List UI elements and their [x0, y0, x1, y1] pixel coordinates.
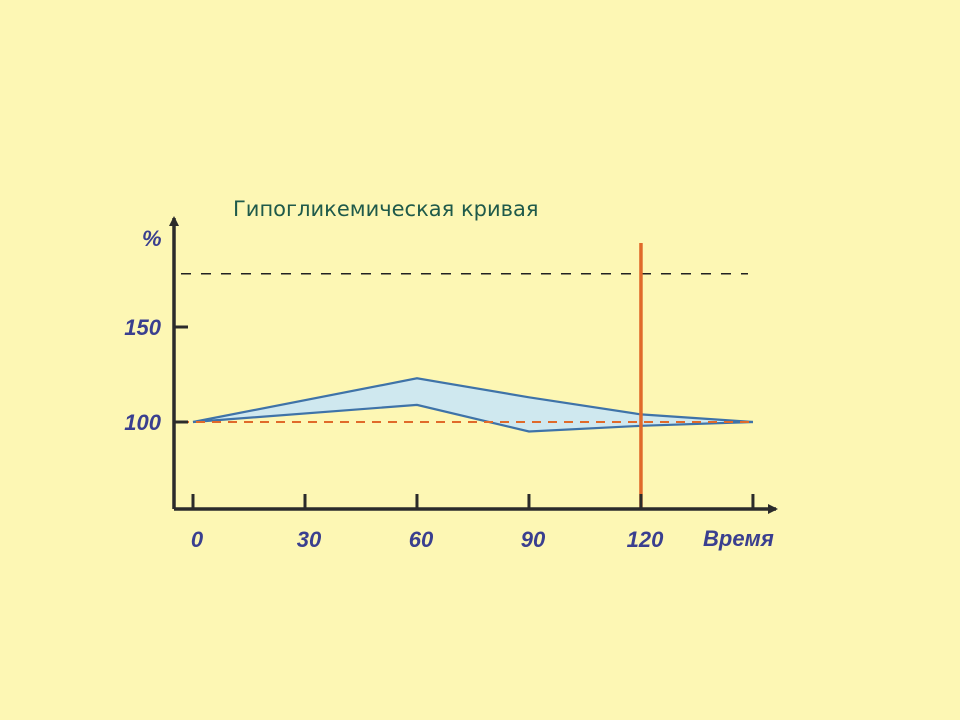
chart-title: Гипогликемическая кривая — [233, 197, 539, 221]
y-tick-label-100: 100 — [124, 410, 161, 435]
y-tick-label-150: 150 — [124, 315, 161, 340]
series-lower-line — [192, 403, 753, 433]
x-tick-label-30: 30 — [297, 527, 322, 552]
series-upper-line — [192, 377, 754, 424]
x-tick-label-0: 0 — [191, 527, 204, 552]
band-fill — [193, 378, 753, 432]
x-tick-label-90: 90 — [521, 527, 546, 552]
y-axis-label: % — [142, 226, 162, 251]
x-axis-label: Время — [703, 526, 774, 551]
x-tick-label-60: 60 — [409, 527, 434, 552]
x-tick-label-120: 120 — [627, 527, 664, 552]
